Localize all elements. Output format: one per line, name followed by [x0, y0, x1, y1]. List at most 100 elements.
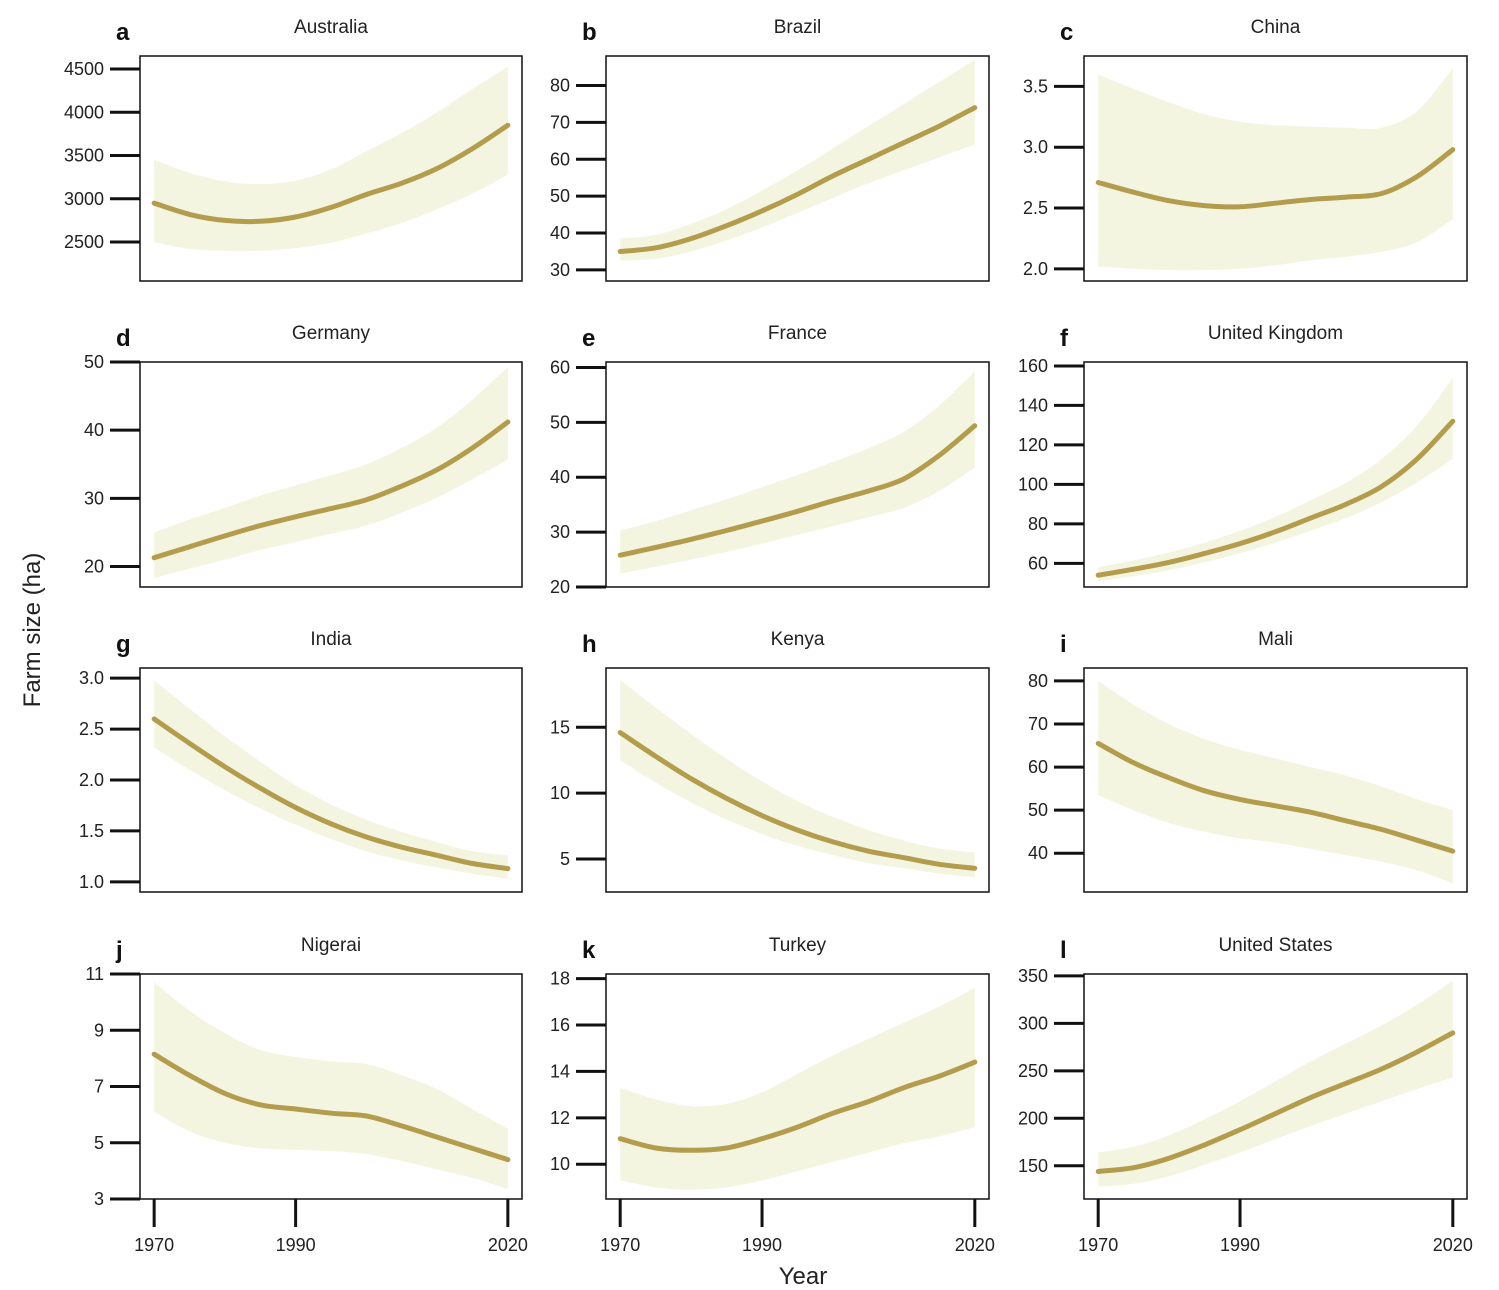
- panel-letter: h: [582, 631, 597, 658]
- x-tick-label: 1990: [276, 1235, 316, 1255]
- plot-frame: [1083, 361, 1468, 588]
- confidence-band: [620, 59, 975, 261]
- y-tick-label: 80: [550, 76, 570, 96]
- y-tick-label: 350: [1018, 966, 1048, 986]
- panel-title: India: [310, 629, 352, 650]
- x-tick-label: 1970: [1078, 1235, 1118, 1255]
- y-tick-label: 50: [1028, 800, 1048, 820]
- y-tick-label: 3.5: [1023, 76, 1048, 96]
- y-tick-label: 60: [550, 357, 570, 377]
- y-tick-label: 5: [94, 1133, 104, 1153]
- x-tick-label: 1990: [1220, 1235, 1260, 1255]
- data-point: [188, 1074, 191, 1077]
- data-point: [832, 499, 835, 502]
- y-tick-label: 30: [550, 522, 570, 542]
- data-point: [690, 777, 693, 780]
- data-point: [973, 867, 976, 870]
- y-axis-title: Farm size (ha): [19, 553, 46, 708]
- data-point: [1310, 811, 1313, 814]
- x-tick-label: 1970: [134, 1235, 174, 1255]
- y-tick-label: 30: [84, 488, 104, 508]
- data-point: [902, 141, 905, 144]
- data-point: [1274, 530, 1277, 533]
- series-line: [151, 716, 511, 872]
- y-tick-label: 300: [1018, 1013, 1048, 1033]
- data-point: [832, 1112, 835, 1115]
- data-point: [725, 529, 728, 532]
- y-tick-label: 150: [1018, 1156, 1048, 1176]
- data-point: [973, 106, 976, 109]
- data-point: [259, 220, 262, 223]
- data-point: [1416, 175, 1419, 178]
- panel-letter: l: [1060, 937, 1067, 964]
- panel-f: 60 80 100 120 140 160 United Kingdom f: [1018, 323, 1468, 588]
- panel-letter: k: [582, 937, 596, 964]
- data-point: [690, 237, 693, 240]
- data-point: [471, 862, 474, 865]
- data-point: [1203, 204, 1206, 207]
- plot-frame: [1083, 973, 1468, 1200]
- y-tick-label: 15: [550, 717, 570, 737]
- data-point: [223, 219, 226, 222]
- data-point: [1274, 202, 1277, 205]
- panel-letter: c: [1060, 19, 1073, 46]
- series-line: [151, 419, 511, 561]
- plot-frame: [139, 55, 523, 282]
- data-point: [365, 1115, 368, 1118]
- confidence-band: [1098, 377, 1453, 582]
- series-line: [1095, 1030, 1456, 1174]
- data-point: [400, 182, 403, 185]
- data-point: [400, 1124, 403, 1127]
- data-point: [690, 1149, 693, 1152]
- y-tick-label: 100: [1018, 474, 1048, 494]
- data-point: [867, 1100, 870, 1103]
- y-tick-label: 2.5: [1023, 198, 1048, 218]
- series-line: [1095, 147, 1456, 210]
- data-point: [471, 1147, 474, 1150]
- data-point: [690, 538, 693, 541]
- data-point: [330, 1112, 333, 1115]
- data-point: [1239, 798, 1242, 801]
- panel-title: Germany: [292, 323, 371, 344]
- data-point: [294, 1108, 297, 1111]
- panel-c: 2.0 2.5 3.0 3.5 China c: [1023, 17, 1468, 282]
- y-tick-label: 250: [1018, 1061, 1048, 1081]
- data-point: [832, 174, 835, 177]
- data-point: [867, 490, 870, 493]
- data-point: [506, 124, 509, 127]
- data-point: [1380, 1067, 1383, 1070]
- data-point: [761, 1137, 764, 1140]
- panel-grid: 2500 3000 3500 4000 4500 Australia a 30 40 50 60 70…: [64, 17, 1473, 1255]
- y-tick-label: 2.5: [79, 719, 104, 739]
- panel-i: 40 50 60 70 80 Mali i: [1028, 629, 1468, 893]
- panel-g: 1.0 1.5 2.0 2.5 3.0 India g: [79, 629, 523, 893]
- y-tick-label: 10: [550, 783, 570, 803]
- confidence-band: [620, 679, 975, 878]
- panel-title: United States: [1218, 935, 1332, 956]
- y-tick-label: 18: [550, 969, 570, 989]
- y-tick-label: 200: [1018, 1108, 1048, 1128]
- y-tick-label: 40: [84, 420, 104, 440]
- panel-letter: b: [582, 19, 597, 46]
- panel-letter: a: [116, 19, 130, 46]
- panel-letter: e: [582, 325, 595, 352]
- data-point: [1097, 181, 1100, 184]
- data-point: [330, 206, 333, 209]
- data-point: [1203, 552, 1206, 555]
- confidence-band: [154, 982, 508, 1190]
- panel-letter: d: [116, 325, 131, 352]
- confidence-band: [1098, 980, 1453, 1187]
- y-tick-label: 11: [85, 964, 104, 984]
- data-point: [1168, 199, 1171, 202]
- y-tick-label: 9: [94, 1020, 104, 1040]
- data-point: [1451, 420, 1454, 423]
- data-point: [294, 216, 297, 219]
- data-point: [796, 829, 799, 832]
- y-tick-label: 1.5: [79, 821, 104, 841]
- y-tick-label: 120: [1018, 435, 1048, 455]
- x-tick-label: 1990: [742, 1235, 782, 1255]
- series-line: [151, 1051, 511, 1163]
- data-point: [1168, 561, 1171, 564]
- data-point: [761, 814, 764, 817]
- y-tick-label: 3.0: [79, 668, 104, 688]
